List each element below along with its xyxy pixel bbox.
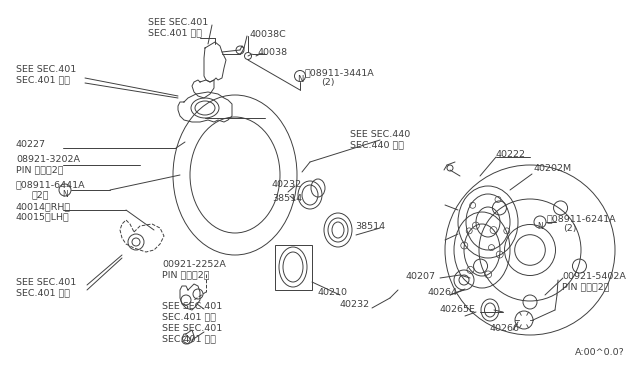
Text: （2）: （2） [32, 190, 49, 199]
Text: 38514: 38514 [355, 222, 385, 231]
Text: ⓝ08911-6441A: ⓝ08911-6441A [16, 180, 86, 189]
Text: 40222: 40222 [495, 150, 525, 159]
Text: 40038: 40038 [258, 48, 288, 57]
Text: N: N [62, 190, 68, 199]
Text: 40207: 40207 [405, 272, 435, 281]
Text: A:00^0.0?: A:00^0.0? [575, 348, 625, 357]
Text: ⓝ08911-3441A: ⓝ08911-3441A [305, 68, 375, 77]
Text: PIN ピン（2）: PIN ピン（2） [162, 270, 209, 279]
Text: 40227: 40227 [16, 140, 46, 149]
Text: N: N [537, 222, 543, 231]
Text: ⓝ08911-6241A: ⓝ08911-6241A [547, 214, 616, 223]
Text: 40232: 40232 [340, 300, 370, 309]
Text: SEC.401 参照: SEC.401 参照 [148, 28, 202, 37]
Text: 08921-3202A: 08921-3202A [16, 155, 80, 164]
Text: SEE SEC.401: SEE SEC.401 [16, 278, 76, 287]
Text: SEC.401 参照: SEC.401 参照 [162, 334, 216, 343]
Text: 40264: 40264 [427, 288, 457, 297]
Text: N: N [297, 76, 303, 84]
Text: SEC.401 参照: SEC.401 参照 [16, 75, 70, 84]
Text: 38514: 38514 [272, 194, 302, 203]
Text: SEE SEC.401: SEE SEC.401 [162, 302, 222, 311]
Text: 40266: 40266 [490, 324, 520, 333]
Text: SEC.401 参照: SEC.401 参照 [162, 312, 216, 321]
Text: 40210: 40210 [318, 288, 348, 297]
Text: SEE SEC.401: SEE SEC.401 [16, 65, 76, 74]
Text: SEE SEC.401: SEE SEC.401 [162, 324, 222, 333]
Text: 40038C: 40038C [250, 30, 287, 39]
Text: PIN ピン（2）: PIN ピン（2） [562, 282, 609, 291]
Text: 40265E: 40265E [440, 305, 476, 314]
Text: 00921-2252A: 00921-2252A [162, 260, 226, 269]
Text: 40015（LH）: 40015（LH） [16, 212, 70, 221]
Text: PIN ピン（2）: PIN ピン（2） [16, 165, 63, 174]
Text: 40014（RH）: 40014（RH） [16, 202, 71, 211]
Text: SEC.401 参照: SEC.401 参照 [16, 288, 70, 297]
Text: SEE SEC.440: SEE SEC.440 [350, 130, 410, 139]
Text: 40202M: 40202M [534, 164, 572, 173]
Text: 00921-5402A: 00921-5402A [562, 272, 626, 281]
Text: SEE SEC.401: SEE SEC.401 [148, 18, 208, 27]
Text: 40232: 40232 [272, 180, 302, 189]
Text: (2): (2) [563, 224, 577, 233]
Text: SEC.440 参照: SEC.440 参照 [350, 140, 404, 149]
Text: (2): (2) [321, 78, 335, 87]
